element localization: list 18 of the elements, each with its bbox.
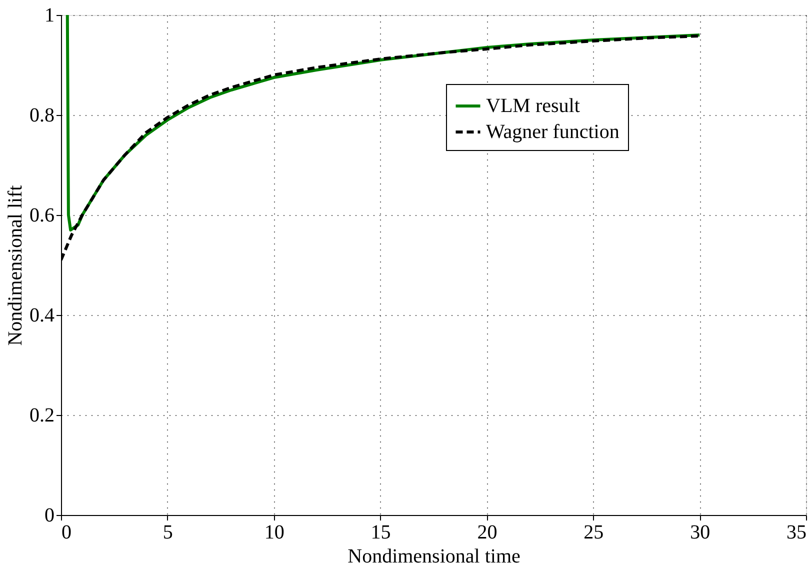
x-tick-label: 20 bbox=[477, 522, 498, 544]
x-axis-title: Nondimensional time bbox=[348, 546, 520, 568]
x-tick-label: 25 bbox=[584, 522, 604, 544]
x-tick-label: 5 bbox=[162, 522, 173, 544]
y-axis-title: Nondimensional lift bbox=[4, 184, 26, 346]
legend-label: VLM result bbox=[486, 95, 580, 118]
x-tick-label: 0 bbox=[62, 522, 72, 544]
x-tick-label: 15 bbox=[370, 522, 391, 544]
x-tick-label: 10 bbox=[264, 522, 284, 544]
y-tick-label: 0.2 bbox=[30, 404, 54, 426]
legend-label: Wagner function bbox=[486, 121, 620, 144]
y-tick-label: 0 bbox=[44, 504, 54, 526]
y-tick-label: 1 bbox=[44, 4, 54, 26]
y-tick-label: 0.6 bbox=[30, 204, 54, 226]
x-tick-label: 30 bbox=[690, 522, 710, 544]
x-tick-label: 35 bbox=[786, 522, 806, 544]
y-tick-label: 0.4 bbox=[30, 304, 54, 326]
y-tick-label: 0.8 bbox=[30, 104, 54, 126]
